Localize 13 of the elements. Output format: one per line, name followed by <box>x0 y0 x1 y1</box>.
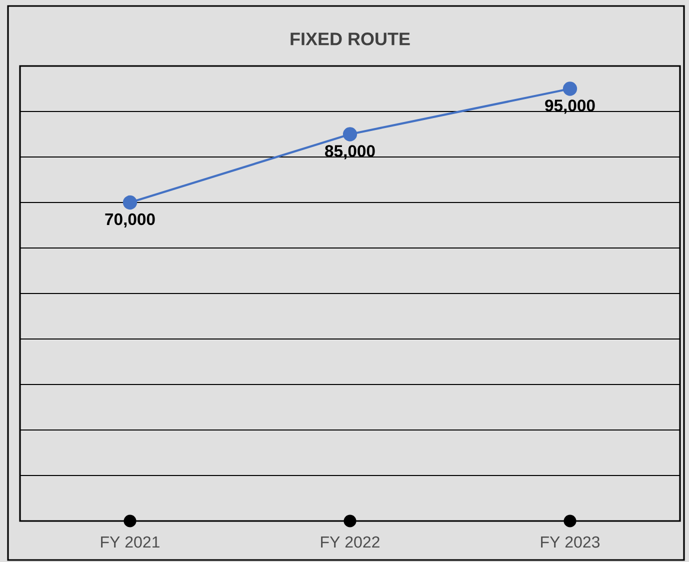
x-tick-label: FY 2021 <box>101 536 160 548</box>
x-tick-label: FY 2023 <box>541 536 600 548</box>
data-label: 70,000 <box>105 213 155 228</box>
chart-title: FIXED ROUTE <box>290 32 410 46</box>
point <box>564 514 576 528</box>
point <box>342 127 358 142</box>
data-label: 95,000 <box>545 100 595 114</box>
point <box>344 514 356 528</box>
point <box>562 82 578 96</box>
point <box>122 195 138 210</box>
data-label: 85,000 <box>325 145 375 160</box>
point <box>124 514 136 528</box>
x-tick-label: FY 2022 <box>321 536 380 548</box>
